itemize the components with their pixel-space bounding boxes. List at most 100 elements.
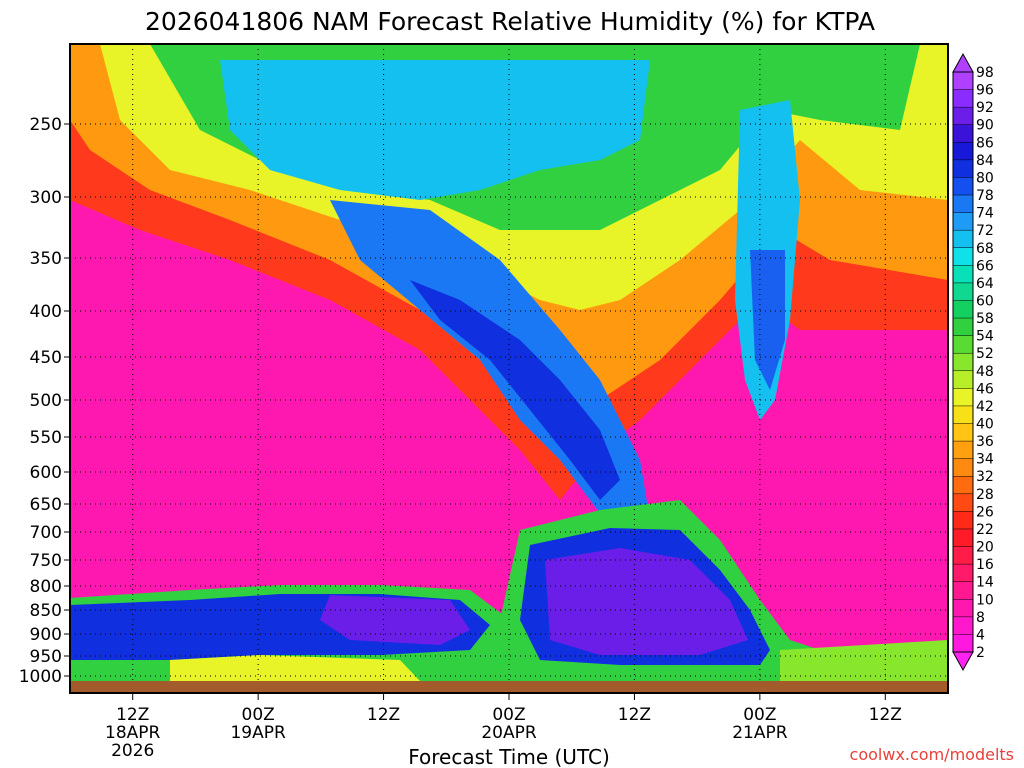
y-axis: 250 300 350 400 450 500 550 600 650 700 750 800 850 9… <box>19 115 70 687</box>
x-tick-label: 00Z <box>743 705 776 725</box>
post-frontal-surface <box>780 640 948 681</box>
colorbar-swatch <box>953 265 973 284</box>
near-surface-yellow <box>170 655 420 681</box>
colorbar-label: 32 <box>976 469 994 485</box>
y-tick-label: 550 <box>30 428 62 448</box>
x-tick-label: 00Z <box>242 705 275 725</box>
colorbar-label: 92 <box>976 100 994 116</box>
credit-text[interactable]: coolwx.com/modelts <box>850 745 1014 764</box>
y-tick-label: 250 <box>30 115 62 135</box>
colorbar-label: 46 <box>976 381 994 397</box>
colorbar-label: 4 <box>976 627 985 643</box>
colorbar-label: 60 <box>976 293 994 309</box>
y-tick-label: 350 <box>30 249 62 269</box>
colorbar-label: 20 <box>976 540 994 556</box>
colorbar-swatch <box>953 159 973 178</box>
ground-strip <box>70 681 948 693</box>
y-tick-label: 850 <box>30 601 62 621</box>
colorbar-label: 64 <box>976 276 994 292</box>
colorbar-swatch <box>953 634 973 653</box>
colorbar-label: 96 <box>976 83 994 99</box>
colorbar-swatch <box>953 441 973 460</box>
colorbar-swatch <box>953 599 973 618</box>
colorbar-swatch <box>953 546 973 565</box>
x-axis-label: Forecast Time (UTC) <box>408 745 610 768</box>
colorbar-label: 2 <box>976 645 985 661</box>
colorbar-label: 66 <box>976 258 994 274</box>
x-tick-label: 12Z <box>618 705 651 725</box>
colorbar-swatch <box>953 107 973 126</box>
x-tick-label: 12Z <box>869 705 902 725</box>
colorbar-swatch <box>953 405 973 425</box>
colorbar-label: 80 <box>976 170 994 186</box>
y-tick-label: 950 <box>30 647 62 667</box>
colorbar-label: 58 <box>976 311 994 327</box>
colorbar-label: 54 <box>976 329 994 345</box>
colorbar-label: 16 <box>976 557 994 573</box>
moist-tongue-deep <box>410 280 620 500</box>
colorbar-label: 14 <box>976 575 994 591</box>
y-tick-label: 500 <box>30 391 62 411</box>
y-tick-label: 300 <box>30 188 62 208</box>
colorbar-swatch <box>953 616 973 635</box>
colorbar-label: 86 <box>976 135 994 151</box>
x-tick-label: 00Z <box>492 705 525 725</box>
x-tick-label: 2026 <box>111 741 154 761</box>
colorbar-swatch <box>953 335 973 354</box>
colorbar-label: 90 <box>976 118 994 134</box>
colorbar-label: 10 <box>976 592 994 608</box>
colorbar-swatch <box>953 528 973 548</box>
y-tick-label: 800 <box>30 577 62 597</box>
heatmap-field <box>70 44 948 681</box>
colorbar-swatch <box>953 458 973 477</box>
x-tick-label: 21APR <box>732 723 788 743</box>
colorbar-swatch <box>953 89 973 108</box>
colorbar-swatch <box>953 142 973 161</box>
y-tick-label: 750 <box>30 551 62 571</box>
colorbar-label: 52 <box>976 346 994 362</box>
colorbar-swatch <box>953 247 973 266</box>
colorbar-label: 34 <box>976 452 994 468</box>
colorbar-swatch <box>953 370 973 389</box>
colorbar-label: 72 <box>976 223 994 239</box>
colorbar-label: 22 <box>976 522 994 538</box>
colorbar-swatch <box>953 511 973 530</box>
colorbar-swatch <box>953 493 973 512</box>
y-tick-label: 450 <box>30 348 62 368</box>
colorbar-swatch <box>953 212 973 231</box>
y-tick-label: 650 <box>30 495 62 515</box>
colorbar-max-arrow <box>952 52 974 73</box>
upper-cyan-band <box>220 60 650 200</box>
x-tick-label: 20APR <box>481 723 537 743</box>
boundary-layer-core <box>320 595 470 645</box>
grid-lines <box>70 44 948 681</box>
colorbar-label: 8 <box>976 610 985 626</box>
y-tick-label: 600 <box>30 463 62 483</box>
colorbar-label: 78 <box>976 188 994 204</box>
colorbar-swatch <box>953 318 973 337</box>
colorbar-swatch <box>953 72 973 91</box>
colorbar-label: 36 <box>976 434 994 450</box>
colorbar-swatch <box>953 476 973 495</box>
y-tick-label: 400 <box>30 302 62 322</box>
colorbar-label: 48 <box>976 364 994 380</box>
colorbar-swatch <box>953 388 973 407</box>
colorbar-swatch <box>953 124 973 143</box>
colorbar-label: 42 <box>976 399 994 415</box>
x-tick-label: 19APR <box>230 723 286 743</box>
x-tick-label: 12Z <box>116 705 149 725</box>
colorbar-label: 26 <box>976 504 994 520</box>
colorbar-swatch <box>953 581 973 600</box>
colorbar-label: 84 <box>976 153 994 169</box>
colorbar-min-arrow <box>952 651 974 672</box>
colorbar-label: 98 <box>976 65 994 81</box>
upper-plume-blue <box>750 250 785 390</box>
colorbar-swatch <box>953 353 973 372</box>
saturated-core <box>545 548 748 655</box>
colorbar-label: 74 <box>976 206 994 222</box>
colorbar: 9896929086848078747268666460585452484642… <box>952 52 994 672</box>
colorbar-label: 28 <box>976 487 994 503</box>
colorbar-swatch <box>953 282 973 301</box>
